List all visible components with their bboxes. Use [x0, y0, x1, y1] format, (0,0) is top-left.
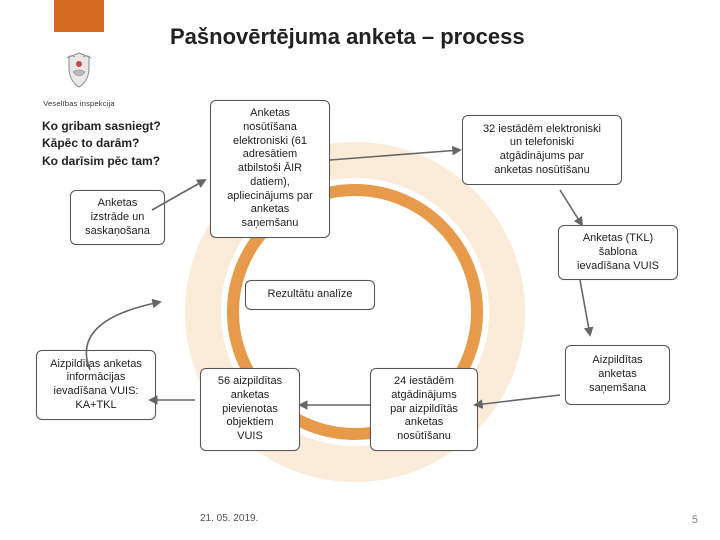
coat-of-arms-icon — [59, 50, 99, 95]
logo: Veselības inspekcija — [34, 50, 124, 108]
footer-date: 21. 05. 2019. — [200, 513, 258, 524]
step-rezultatu-analize: Rezultātu analīze — [245, 280, 375, 310]
key-questions: Ko gribam sasniegt? Kāpēc to darām? Ko d… — [42, 118, 161, 170]
slide: Veselības inspekcija Pašnovērtējuma anke… — [0, 0, 720, 540]
step-anketas-izstrade: Anketas izstrāde un saskaņošana — [70, 190, 165, 245]
logo-label: Veselības inspekcija — [34, 99, 124, 108]
step-info-ievade-vuis: Aizpildītas anketas informācijas ievadīš… — [36, 350, 156, 420]
question-3: Ko darīsim pēc tam? — [42, 153, 161, 170]
header-accent-block — [54, 0, 104, 32]
question-2: Kāpēc to darām? — [42, 135, 161, 152]
step-sablona-ievade-vuis: Anketas (TKL) šablona ievadīšana VUIS — [558, 225, 678, 280]
step-atgadinajums-32: 32 iestādēm elektroniski un telefoniski … — [462, 115, 622, 185]
step-nosutisana-elektroniski: Anketas nosūtīšana elektroniski (61 adre… — [210, 100, 330, 238]
question-1: Ko gribam sasniegt? — [42, 118, 161, 135]
page-number: 5 — [692, 514, 698, 526]
step-56-pievienotas: 56 aizpildītas anketas pievienotas objek… — [200, 368, 300, 451]
slide-title: Pašnovērtējuma anketa – process — [170, 24, 525, 50]
step-anketas-sanemsana: Aizpildītas anketas saņemšana — [565, 345, 670, 405]
step-atgadinajums-24: 24 iestādēm atgādinājums par aizpildītās… — [370, 368, 478, 451]
